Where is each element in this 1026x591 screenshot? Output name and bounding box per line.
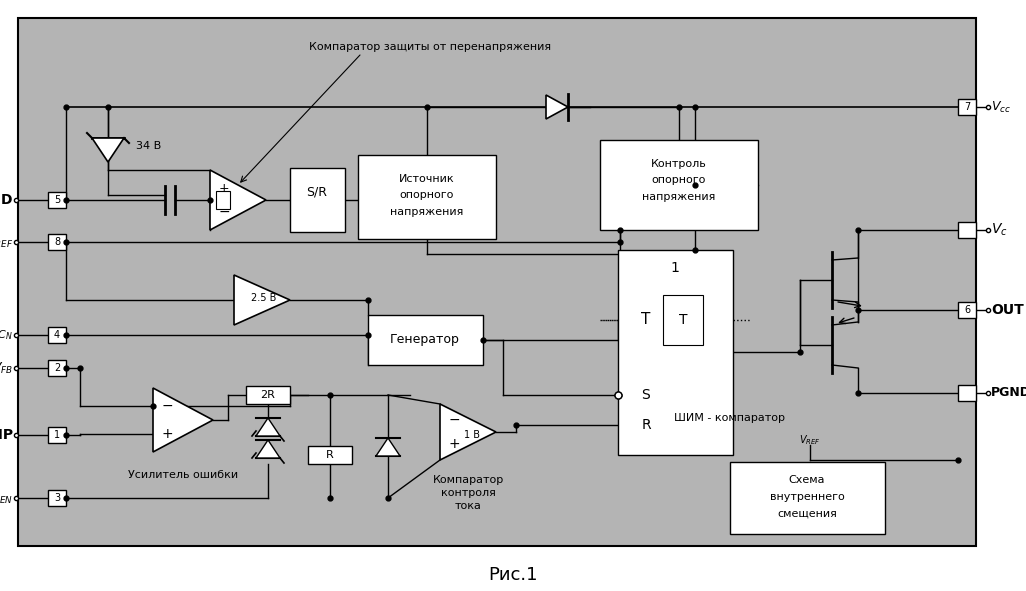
Text: 7: 7	[963, 102, 971, 112]
Bar	[48, 490, 66, 506]
Text: PGND: PGND	[991, 387, 1026, 400]
Polygon shape	[376, 438, 400, 456]
Bar	[368, 315, 483, 365]
Polygon shape	[234, 275, 290, 325]
Polygon shape	[440, 404, 496, 460]
Text: $R_T/C_N$: $R_T/C_N$	[0, 328, 13, 342]
Text: COMP: COMP	[0, 428, 13, 442]
Text: ШИМ - компаратор: ШИМ - компаратор	[674, 413, 786, 423]
Bar	[663, 295, 703, 345]
Text: 1: 1	[54, 430, 61, 440]
Bar	[358, 155, 496, 239]
Text: T: T	[679, 313, 687, 327]
Polygon shape	[153, 388, 213, 452]
Text: 1 В: 1 В	[464, 430, 480, 440]
Text: Рис.1: Рис.1	[488, 566, 538, 584]
Polygon shape	[92, 138, 124, 162]
Text: −: −	[448, 413, 460, 427]
Text: 5: 5	[54, 195, 61, 205]
Text: +: +	[161, 427, 172, 441]
Text: Компаратор: Компаратор	[432, 475, 504, 485]
Text: Контроль: Контроль	[652, 159, 707, 169]
Text: Источник: Источник	[399, 174, 455, 184]
Text: внутреннего: внутреннего	[770, 492, 844, 502]
Polygon shape	[256, 418, 280, 436]
Text: R: R	[326, 450, 333, 460]
Text: опорного: опорного	[652, 175, 706, 185]
Bar	[246, 386, 290, 404]
Polygon shape	[546, 95, 568, 119]
Bar	[308, 446, 352, 464]
Text: $V_{FB}$: $V_{FB}$	[0, 361, 13, 375]
Bar	[600, 140, 758, 230]
Text: $V_{cc}$: $V_{cc}$	[991, 99, 1011, 115]
Text: −: −	[219, 205, 230, 219]
Bar	[290, 168, 345, 232]
Text: Компаратор защиты от перенапряжения: Компаратор защиты от перенапряжения	[309, 42, 551, 52]
Text: +: +	[448, 437, 460, 451]
Bar	[958, 222, 976, 238]
Bar	[48, 234, 66, 250]
Bar	[216, 191, 230, 209]
Text: 2.5 В: 2.5 В	[251, 293, 277, 303]
Text: R: R	[641, 418, 650, 432]
Bar	[958, 385, 976, 401]
Polygon shape	[256, 440, 280, 458]
Bar	[731, 462, 885, 534]
Text: смещения: смещения	[777, 509, 837, 519]
Polygon shape	[210, 170, 266, 230]
Bar	[48, 327, 66, 343]
Text: $V_{REF}$: $V_{REF}$	[0, 235, 13, 249]
Bar	[48, 427, 66, 443]
Text: Схема: Схема	[789, 475, 825, 485]
Bar	[48, 360, 66, 376]
Text: $V_c$: $V_c$	[991, 222, 1008, 238]
Text: S: S	[641, 388, 650, 402]
Text: −: −	[161, 399, 172, 413]
Text: напряжения: напряжения	[390, 207, 464, 217]
Text: $V_{REF}$: $V_{REF}$	[799, 433, 821, 447]
Bar	[618, 250, 733, 455]
Text: $I_{SEN}$: $I_{SEN}$	[0, 491, 13, 505]
Bar	[18, 18, 976, 546]
Text: тока: тока	[455, 501, 481, 511]
Text: 2R: 2R	[261, 390, 275, 400]
Bar	[48, 192, 66, 208]
Text: +: +	[219, 181, 230, 194]
Text: 4: 4	[54, 330, 61, 340]
Text: напряжения: напряжения	[642, 192, 716, 202]
Text: 6: 6	[964, 305, 970, 315]
Text: Генератор: Генератор	[390, 333, 460, 346]
Text: 1: 1	[671, 261, 679, 275]
Text: S/R: S/R	[307, 186, 327, 199]
Text: 3: 3	[54, 493, 61, 503]
Bar	[958, 99, 976, 115]
Text: контроля: контроля	[440, 488, 496, 498]
Text: Усилитель ошибки: Усилитель ошибки	[128, 470, 238, 480]
Text: OUT: OUT	[991, 303, 1024, 317]
Bar	[958, 302, 976, 318]
Text: 8: 8	[54, 237, 61, 247]
Text: 2: 2	[54, 363, 61, 373]
Text: T: T	[641, 313, 650, 327]
Text: опорного: опорного	[400, 190, 455, 200]
Text: GND: GND	[0, 193, 13, 207]
Text: 34 В: 34 В	[136, 141, 161, 151]
